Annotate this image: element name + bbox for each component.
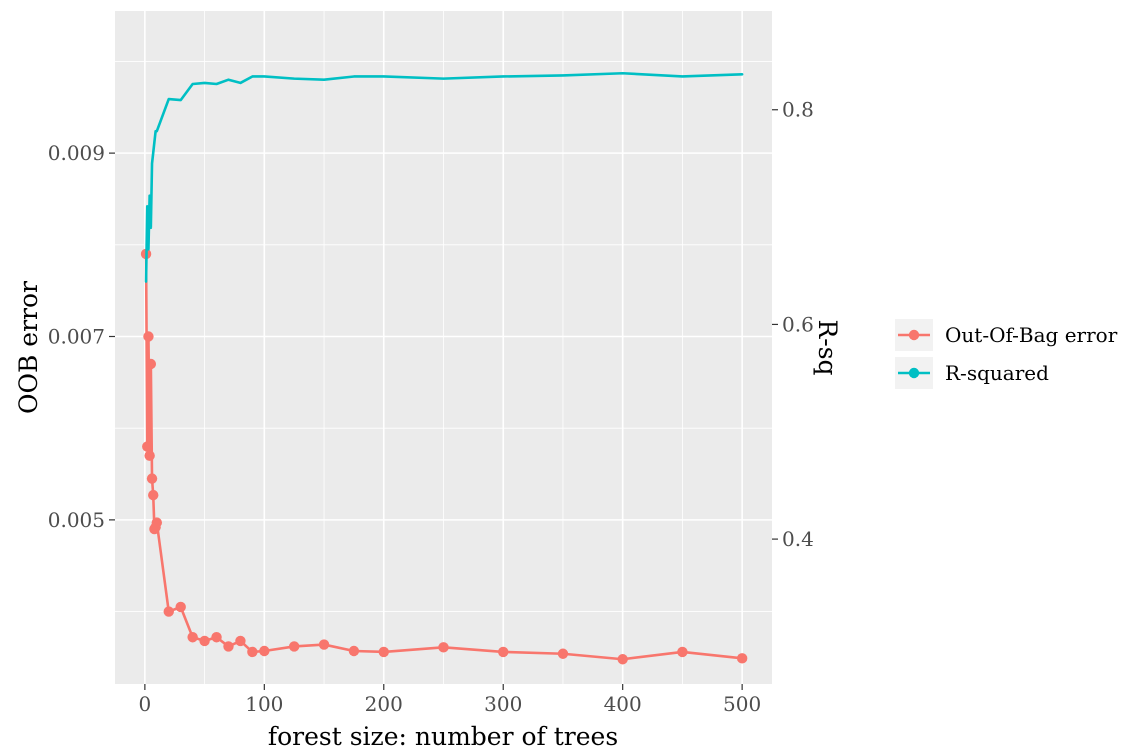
data-point bbox=[175, 601, 186, 613]
x-tick-label: 0 bbox=[138, 692, 151, 716]
series-layer bbox=[140, 71, 748, 665]
data-point bbox=[438, 642, 449, 653]
data-point bbox=[143, 331, 154, 342]
data-point bbox=[187, 632, 198, 643]
legend: Out-Of-Bag error R-squared bbox=[895, 319, 1118, 389]
data-point bbox=[145, 358, 157, 370]
data-point bbox=[677, 646, 688, 658]
data-point bbox=[211, 632, 222, 643]
y-axis-right: 0.4 0.6 0.8 bbox=[772, 98, 814, 551]
y-right-tick-label: 0.8 bbox=[782, 98, 814, 122]
y-axis-left: 0.005 0.007 0.009 bbox=[48, 141, 115, 532]
data-point bbox=[235, 635, 246, 647]
legend-label: Out-Of-Bag error bbox=[945, 323, 1118, 347]
data-point bbox=[223, 641, 234, 652]
x-axis-title: forest size: number of trees bbox=[268, 722, 618, 749]
series-1 bbox=[144, 71, 744, 283]
data-point bbox=[348, 645, 360, 657]
data-point bbox=[288, 641, 300, 652]
legend-label: R-squared bbox=[945, 361, 1049, 385]
data-point bbox=[498, 646, 509, 658]
y-left-tick-label: 0.005 bbox=[48, 508, 105, 532]
y-right-tick-label: 0.6 bbox=[782, 312, 814, 336]
legend-key-marker bbox=[908, 367, 920, 379]
data-point bbox=[259, 645, 270, 657]
x-axis: 0 100 200 300 400 500 bbox=[138, 684, 761, 716]
x-tick-label: 400 bbox=[604, 692, 642, 716]
data-point bbox=[378, 646, 389, 658]
x-tick-label: 300 bbox=[484, 692, 522, 716]
x-tick-label: 100 bbox=[245, 692, 283, 716]
data-point bbox=[146, 473, 158, 484]
series-0 bbox=[140, 248, 748, 665]
data-point bbox=[142, 441, 153, 452]
y-right-tick-label: 0.4 bbox=[782, 527, 814, 551]
y-axis-left-title: OOB error bbox=[14, 281, 43, 414]
data-point bbox=[557, 648, 569, 659]
y-axis-right-title: R-sq bbox=[813, 319, 842, 375]
data-point bbox=[736, 653, 748, 664]
y-left-tick-label: 0.007 bbox=[48, 324, 105, 348]
data-point bbox=[247, 646, 258, 658]
grid bbox=[115, 11, 772, 684]
data-point bbox=[151, 517, 163, 528]
data-point bbox=[318, 639, 330, 650]
data-point bbox=[617, 654, 628, 665]
x-tick-label: 200 bbox=[365, 692, 403, 716]
data-point bbox=[148, 489, 159, 501]
data-point bbox=[144, 450, 155, 461]
legend-key-marker bbox=[908, 329, 920, 341]
data-point bbox=[163, 606, 174, 617]
y-left-tick-label: 0.009 bbox=[48, 141, 105, 165]
series-line-1 bbox=[144, 71, 744, 283]
data-point bbox=[199, 635, 210, 647]
x-tick-label: 500 bbox=[723, 692, 761, 716]
